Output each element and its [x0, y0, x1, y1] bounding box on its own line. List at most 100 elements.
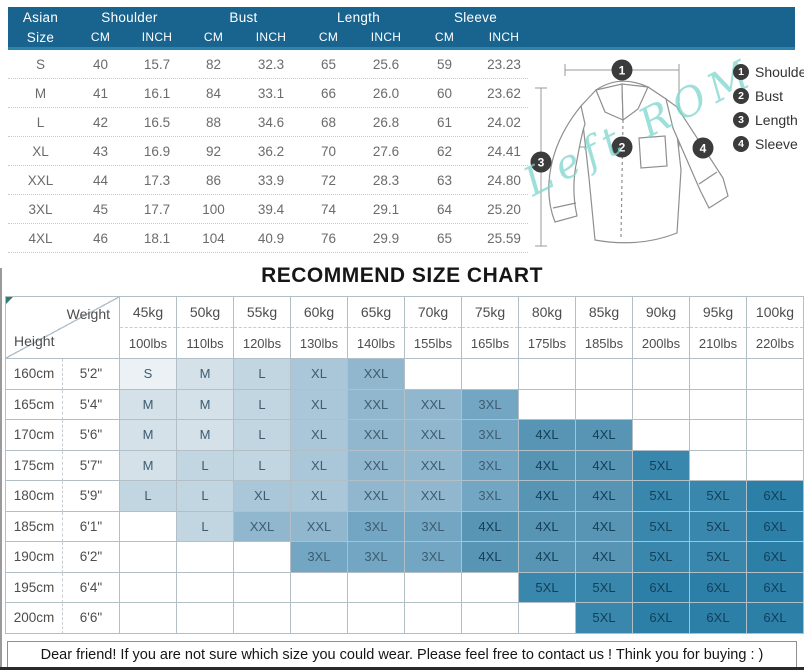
recommended-size-cell: 6XL [747, 572, 804, 603]
group-label-sleeve: Sleeve [453, 9, 498, 25]
measurement-value: 62 [436, 143, 453, 159]
size-label: Size [26, 29, 55, 45]
unit-label-cm: CM [318, 30, 339, 44]
weight-column-header: 85kg 185lbs [576, 297, 633, 359]
legend-label: Length [755, 112, 798, 128]
empty-size-cell [519, 359, 576, 390]
recommended-size-cell: 3XL [291, 542, 348, 573]
measurement-body: S 40 15.7 82 32.3 65 25.6 59 23.23 M 41 16.1 84 33.1 6… [8, 50, 528, 253]
measurement-value: 61 [436, 114, 453, 130]
empty-size-cell [120, 542, 177, 573]
measurement-value: 74 [320, 201, 337, 217]
measurement-value: 76 [320, 230, 337, 246]
size-value: XXL [27, 172, 54, 188]
weight-lbs: 200lbs [641, 335, 681, 351]
height-cm: 195cm [6, 572, 63, 603]
recommended-size-cell: 4XL [576, 481, 633, 512]
weight-column-header: 70kg 155lbs [405, 297, 462, 359]
measurement-value: 40 [92, 56, 109, 72]
measurement-row: 4XL 46 18.1 104 40.9 76 29.9 65 25.59 [8, 224, 528, 253]
weight-column-header: 60kg 130lbs [291, 297, 348, 359]
unit-label-cm: CM [203, 30, 224, 44]
recommended-size-cell: 5XL [633, 450, 690, 481]
empty-size-cell [348, 572, 405, 603]
empty-size-cell [234, 572, 291, 603]
measurement-value: 24.02 [487, 114, 521, 130]
recommended-size-cell: 4XL [576, 511, 633, 542]
recommended-size-cell: XL [291, 359, 348, 390]
empty-size-cell [690, 359, 747, 390]
measurement-value: 70 [320, 143, 337, 159]
empty-size-cell [633, 359, 690, 390]
recommended-size-cell: 5XL [633, 511, 690, 542]
measurement-value: 27.6 [372, 143, 400, 159]
measurement-value: 45 [92, 201, 109, 217]
recommended-size-cell: XXL [348, 359, 405, 390]
measurement-value: 64 [436, 201, 453, 217]
weight-kg: 45kg [120, 297, 176, 328]
legend-label: Shoulder [755, 64, 804, 80]
weight-lbs: 155lbs [413, 335, 453, 351]
unit-label-inch: INCH [488, 30, 520, 44]
measurement-value: 39.4 [257, 201, 285, 217]
recommended-size-cell: 6XL [747, 511, 804, 542]
measurement-value: 23.23 [487, 56, 521, 72]
height-cm: 170cm [6, 420, 63, 451]
measurement-value: 33.9 [257, 172, 285, 188]
height-ft: 6'2" [63, 542, 120, 573]
height-cm: 200cm [6, 603, 63, 634]
empty-size-cell [348, 603, 405, 634]
empty-size-cell [462, 359, 519, 390]
recommended-size-cell: XXL [291, 511, 348, 542]
unit-label-cm: CM [90, 30, 111, 44]
weight-lbs: 130lbs [299, 335, 339, 351]
measurement-value: 24.41 [487, 143, 521, 159]
empty-size-cell [177, 603, 234, 634]
empty-size-cell [519, 603, 576, 634]
recommended-size-cell: 5XL [519, 572, 576, 603]
badge-4-sleeve: 4 [700, 142, 707, 156]
measurement-value: 86 [205, 172, 222, 188]
size-value: XL [32, 143, 49, 159]
weight-column-header: 95kg 210lbs [690, 297, 747, 359]
measurement-value: 26.0 [372, 85, 400, 101]
recommended-size-cell: 6XL [747, 603, 804, 634]
measurement-value: 41 [92, 85, 109, 101]
recommended-size-cell: 5XL [690, 542, 747, 573]
size-value: 3XL [28, 201, 53, 217]
empty-size-cell [234, 542, 291, 573]
recommended-size-cell: L [234, 359, 291, 390]
recommended-size-cell: M [120, 389, 177, 420]
recommended-size-cell: 4XL [519, 450, 576, 481]
shirt-diagram: 1 2 3 4 Left ROM 1Shoulder2Bust3Length4S… [517, 50, 804, 255]
measurement-value: 25.20 [487, 201, 521, 217]
weight-column-header: 65kg 140lbs [348, 297, 405, 359]
empty-size-cell [177, 572, 234, 603]
height-cm: 165cm [6, 389, 63, 420]
size-value: 4XL [28, 230, 53, 246]
weight-lbs: 210lbs [698, 335, 738, 351]
legend-badge-2: 2 [733, 88, 749, 104]
weight-column-header: 80kg 175lbs [519, 297, 576, 359]
recommended-size-cell: 5XL [576, 603, 633, 634]
measurement-value: 60 [436, 85, 453, 101]
height-cm: 160cm [6, 359, 63, 390]
empty-size-cell [120, 572, 177, 603]
recommended-size-cell: XL [291, 481, 348, 512]
measurement-value: 29.9 [372, 230, 400, 246]
recommended-size-cell: L [177, 450, 234, 481]
recommended-size-cell: L [234, 420, 291, 451]
weight-lbs: 100lbs [128, 335, 168, 351]
recommended-size-cell: 3XL [405, 542, 462, 573]
size-value: M [34, 85, 47, 101]
measurement-value: 29.1 [372, 201, 400, 217]
measurement-value: 63 [436, 172, 453, 188]
empty-size-cell [576, 359, 633, 390]
empty-size-cell [291, 572, 348, 603]
legend-item: 2 Bust [733, 88, 804, 104]
shirt-outline [548, 80, 729, 244]
recommended-size-cell: 5XL [690, 481, 747, 512]
weight-kg: 75kg [462, 297, 518, 328]
weight-kg: 95kg [690, 297, 746, 328]
recommended-size-cell: 3XL [462, 481, 519, 512]
